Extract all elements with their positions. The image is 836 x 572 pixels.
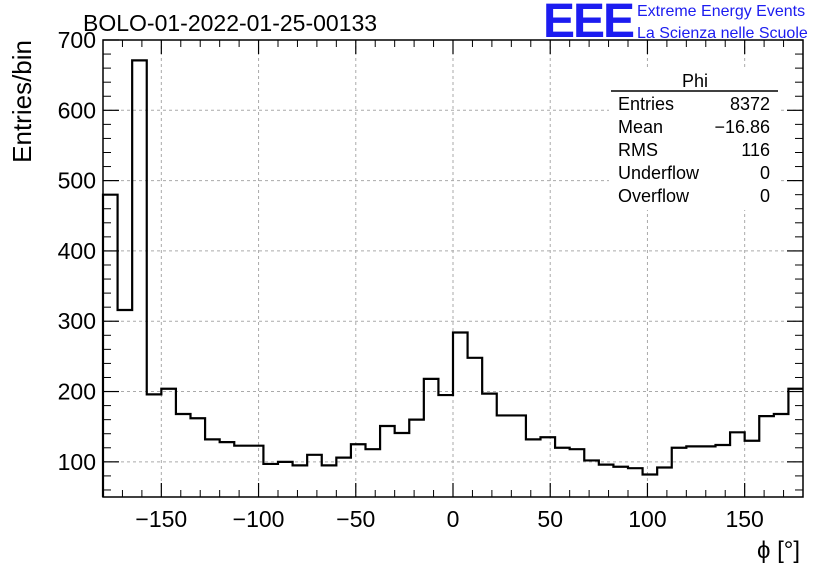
x-tick-label: −150 xyxy=(135,506,187,532)
stats-value-entries: 8372 xyxy=(730,94,770,114)
x-tick-label: −50 xyxy=(336,506,375,532)
x-tick-label: 0 xyxy=(447,506,460,532)
logo-tagline-2: La Scienza nelle Scuole xyxy=(637,25,808,42)
y-tick-label: 400 xyxy=(58,238,96,264)
stats-label-overflow: Overflow xyxy=(618,186,690,206)
stats-label-entries: Entries xyxy=(618,94,674,114)
x-tick-label: 150 xyxy=(725,506,763,532)
stats-label-rms: RMS xyxy=(618,140,658,160)
stats-value-mean: −16.86 xyxy=(714,117,770,137)
eee-logo-mark: EEE xyxy=(543,0,635,48)
histogram-step-line xyxy=(101,59,803,497)
logo-tagline-1: Extreme Energy Events xyxy=(637,3,806,20)
y-tick-label: 300 xyxy=(58,308,96,334)
stats-value-overflow: 0 xyxy=(760,186,770,206)
y-axis-title: Entries/bin xyxy=(7,40,37,163)
x-axis-title: ϕ [°] xyxy=(757,537,800,564)
stats-value-rms: 116 xyxy=(741,140,770,160)
y-tick-label: 500 xyxy=(58,168,96,194)
x-tick-label: −100 xyxy=(233,506,285,532)
y-tick-label: 100 xyxy=(58,449,96,475)
y-tick-label: 200 xyxy=(58,379,96,405)
stats-name: Phi xyxy=(682,71,708,91)
x-tick-label: 100 xyxy=(628,506,666,532)
stats-value-underflow: 0 xyxy=(760,163,770,183)
stats-label-mean: Mean xyxy=(618,117,663,137)
y-tick-label: 700 xyxy=(58,27,96,53)
run-title: BOLO-01-2022-01-25-00133 xyxy=(83,10,378,36)
stats-label-underflow: Underflow xyxy=(618,163,700,183)
x-tick-label: 50 xyxy=(537,506,563,532)
y-tick-label: 600 xyxy=(58,97,96,123)
stats-box xyxy=(609,70,779,210)
